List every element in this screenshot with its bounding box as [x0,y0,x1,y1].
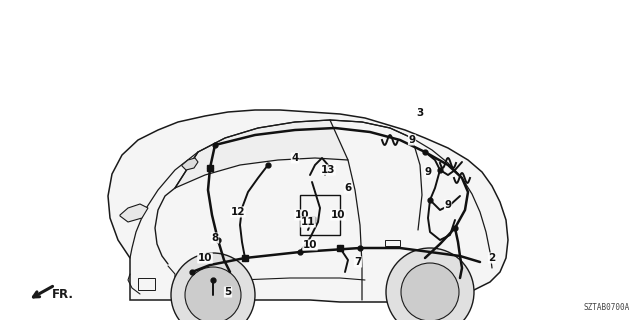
Text: 6: 6 [344,183,351,193]
Circle shape [386,248,474,320]
Text: FR.: FR. [52,289,74,301]
Text: 8: 8 [211,233,219,243]
Text: 9: 9 [424,167,431,177]
Text: 11: 11 [301,217,316,227]
Circle shape [171,253,255,320]
Text: 9: 9 [408,135,415,145]
Polygon shape [175,120,348,188]
Circle shape [185,267,241,320]
Bar [138,278,155,290]
Text: 3: 3 [417,108,424,118]
Bar [300,195,340,235]
Text: 10: 10 [295,210,309,220]
Text: 10: 10 [198,253,212,263]
Text: SZTAB0700A: SZTAB0700A [584,303,630,312]
Text: 10: 10 [331,210,345,220]
Polygon shape [108,110,508,302]
Text: 13: 13 [321,165,335,175]
Circle shape [401,263,459,320]
Text: 9: 9 [444,200,452,210]
Text: 7: 7 [355,257,362,267]
Polygon shape [182,158,198,170]
Text: 2: 2 [488,253,495,263]
Text: 5: 5 [225,287,232,297]
Text: 4: 4 [291,153,299,163]
Text: 12: 12 [231,207,245,217]
Bar [385,240,400,246]
Polygon shape [120,204,148,222]
Text: 10: 10 [303,240,317,250]
